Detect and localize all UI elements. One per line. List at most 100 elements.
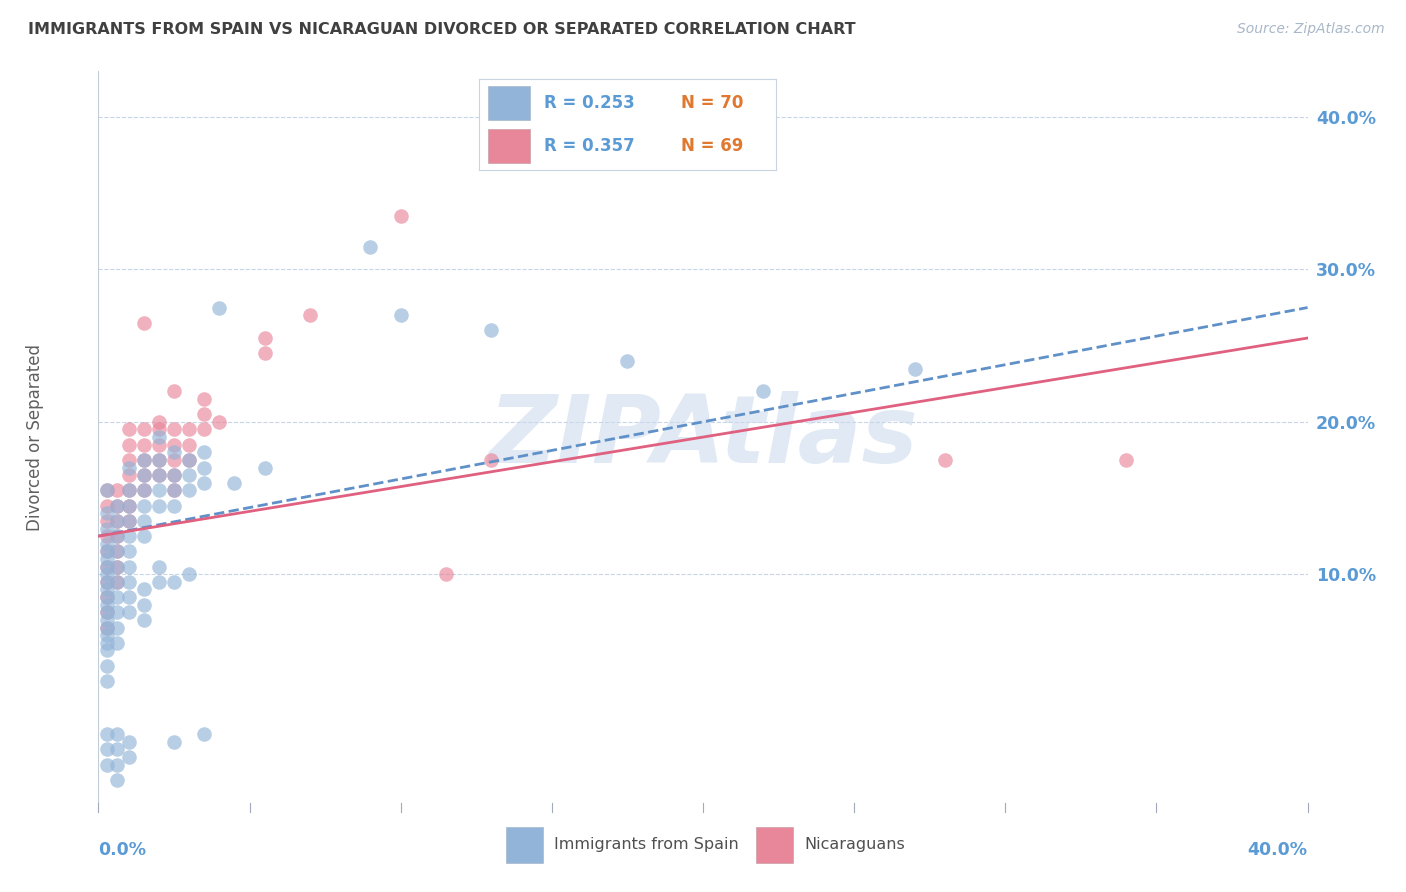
Point <box>148 468 170 483</box>
Point <box>163 384 186 399</box>
Point <box>132 316 155 330</box>
Point <box>118 574 141 589</box>
Point <box>105 514 128 528</box>
Point <box>118 735 141 749</box>
Point <box>163 574 186 589</box>
Point <box>148 574 170 589</box>
Point <box>179 453 201 467</box>
Point <box>96 559 118 574</box>
Point <box>132 483 155 498</box>
Point <box>148 430 170 444</box>
Point <box>118 422 141 436</box>
Point <box>96 590 118 604</box>
Text: 0.0%: 0.0% <box>98 841 146 859</box>
Point <box>96 590 118 604</box>
Point <box>96 574 118 589</box>
Point <box>132 529 155 543</box>
Point <box>96 483 118 498</box>
Point <box>105 757 128 772</box>
Point <box>253 346 276 360</box>
Point <box>118 514 141 528</box>
Point <box>132 582 155 597</box>
Point <box>105 636 128 650</box>
Point <box>179 483 201 498</box>
Point <box>118 514 141 528</box>
Point <box>434 567 457 582</box>
Point <box>105 574 128 589</box>
Point <box>132 468 155 483</box>
Point <box>118 605 141 619</box>
Point <box>105 559 128 574</box>
Point <box>96 544 118 558</box>
Point <box>163 483 186 498</box>
Point <box>179 422 201 436</box>
Point <box>118 529 141 543</box>
Point <box>105 772 128 787</box>
Point <box>163 468 186 483</box>
Point <box>105 499 128 513</box>
Point <box>105 544 128 558</box>
Point <box>105 483 128 498</box>
Point <box>132 468 155 483</box>
Point <box>179 438 201 452</box>
Point <box>118 438 141 452</box>
Point <box>96 757 118 772</box>
Point <box>105 559 128 574</box>
Point <box>163 422 186 436</box>
Point <box>96 567 118 582</box>
Point <box>118 559 141 574</box>
Point <box>132 453 155 467</box>
Point <box>148 415 170 429</box>
Point <box>118 453 141 467</box>
Text: ZIPAtlas: ZIPAtlas <box>488 391 918 483</box>
Point <box>96 559 118 574</box>
Point <box>132 453 155 467</box>
Point <box>132 422 155 436</box>
Point <box>96 499 118 513</box>
Point <box>1115 453 1137 467</box>
Point <box>96 529 118 543</box>
Point <box>96 514 118 528</box>
Point <box>96 742 118 756</box>
Point <box>389 308 412 322</box>
Point <box>193 407 215 421</box>
Point <box>105 605 128 619</box>
Point <box>148 422 170 436</box>
Point <box>148 499 170 513</box>
Point <box>118 750 141 764</box>
Point <box>96 537 118 551</box>
Point <box>193 475 215 490</box>
Point <box>253 460 276 475</box>
Point <box>96 598 118 612</box>
Point <box>193 422 215 436</box>
Point <box>105 544 128 558</box>
Point <box>96 636 118 650</box>
Point <box>132 483 155 498</box>
Point <box>105 742 128 756</box>
Point <box>934 453 956 467</box>
Point <box>208 415 231 429</box>
Point <box>132 598 155 612</box>
Point <box>96 605 118 619</box>
Point <box>904 361 927 376</box>
Point <box>193 460 215 475</box>
Point <box>148 438 170 452</box>
Point <box>481 453 503 467</box>
Point <box>208 301 231 315</box>
Point <box>96 673 118 688</box>
Point <box>118 499 141 513</box>
Point <box>96 483 118 498</box>
Point <box>118 544 141 558</box>
Point <box>96 621 118 635</box>
Point <box>105 529 128 543</box>
Point <box>224 475 246 490</box>
Point <box>118 483 141 498</box>
Point <box>96 727 118 741</box>
Point <box>389 209 412 223</box>
Point <box>179 453 201 467</box>
Point <box>752 384 775 399</box>
Point <box>96 544 118 558</box>
Point <box>96 506 118 520</box>
Point <box>148 453 170 467</box>
Point <box>96 574 118 589</box>
